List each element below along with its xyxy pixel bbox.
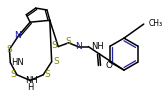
Text: CH₃: CH₃ <box>148 19 163 28</box>
Text: O: O <box>105 61 112 70</box>
Text: S: S <box>44 70 50 79</box>
Text: NH: NH <box>25 76 37 85</box>
Text: S: S <box>66 37 71 46</box>
Text: H: H <box>27 83 33 92</box>
Text: N: N <box>75 42 82 51</box>
Text: S: S <box>10 70 16 79</box>
Text: NH: NH <box>91 42 104 51</box>
Text: N: N <box>15 31 21 40</box>
Text: S: S <box>7 45 12 54</box>
Text: S: S <box>52 41 57 50</box>
Text: HN: HN <box>11 58 24 67</box>
Text: S: S <box>54 57 59 66</box>
